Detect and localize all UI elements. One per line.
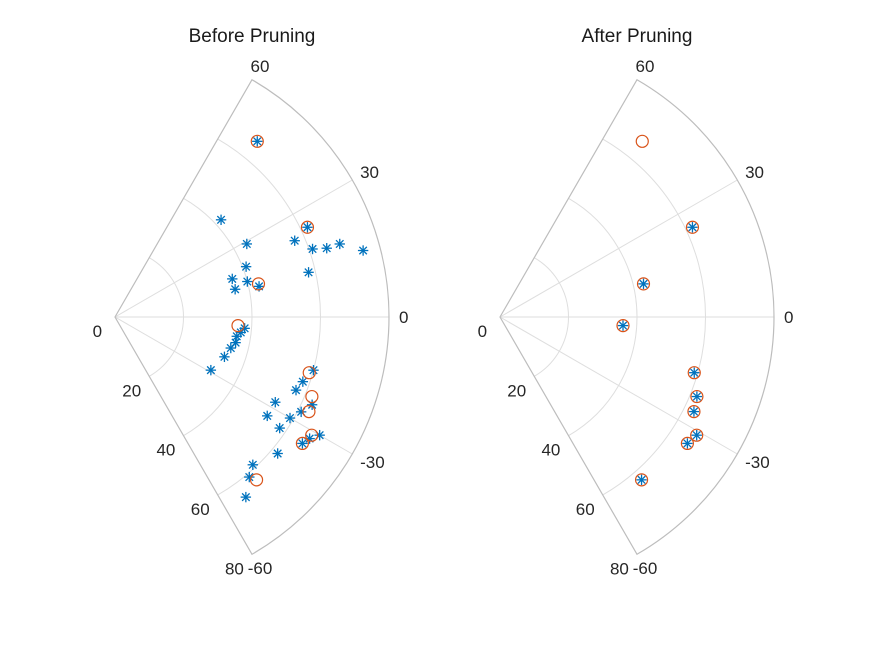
circle-marker: [616, 319, 630, 333]
theta-tick-label: -30: [360, 453, 385, 472]
circle-marker: [295, 436, 309, 451]
sector-frame: [499, 78, 775, 556]
r-tick-label: 0: [478, 322, 487, 341]
asterisk-marker: [297, 376, 309, 387]
asterisk-marker: [240, 491, 252, 503]
asterisk-marker: [289, 235, 300, 246]
asterisk-marker: [240, 261, 252, 272]
circle-marker: [300, 220, 315, 234]
circle-marker: [231, 319, 245, 333]
asterisk-marker: [687, 222, 698, 233]
r-tick-label: 60: [576, 500, 595, 519]
r-gridline: [533, 257, 569, 377]
asterisk-marker: [205, 364, 217, 376]
asterisk-marker: [225, 342, 236, 354]
circle-marker: [302, 404, 316, 419]
r-tick-label: 20: [507, 381, 526, 400]
r-tick-label: 0: [93, 322, 102, 341]
theta-tick-label: 60: [636, 57, 655, 76]
asterisk-marker: [290, 384, 302, 396]
circle-marker: [690, 428, 704, 442]
asterisk-marker: [302, 222, 313, 233]
asterisk-marker: [219, 351, 230, 363]
circle-marker: [635, 134, 649, 148]
asterisk-marker: [682, 438, 693, 449]
circle-marker: [634, 473, 649, 487]
asterisk-marker: [691, 429, 702, 441]
theta-tick-label: -60: [248, 559, 273, 578]
asterisk-marker: [215, 214, 227, 226]
theta-tick-label: -60: [633, 559, 658, 578]
circle-marker: [685, 220, 700, 234]
asterisk-marker: [638, 278, 649, 290]
theta-tick-label: 30: [360, 163, 379, 182]
circle-marker: [251, 277, 266, 291]
asterisk-marker: [308, 364, 319, 376]
r-tick-label: 80: [225, 559, 244, 578]
asterisk-marker: [231, 331, 242, 342]
r-tick-label: 80: [610, 559, 629, 578]
polar-plot-before-pruning: 60 30 0 -30 -60 0 20 40 60 80 Before Pruning: [93, 26, 409, 578]
asterisk-marker: [321, 243, 332, 254]
asterisk-marker: [252, 136, 263, 147]
asterisk-marker: [270, 397, 281, 408]
circle-marker: [687, 404, 701, 419]
asterisk-marker: [272, 448, 283, 459]
asterisk-marker: [244, 471, 255, 483]
r-gridline: [148, 257, 184, 377]
circle-marker: [636, 277, 651, 291]
circle-marker: [305, 428, 319, 442]
circle-marker: [302, 366, 316, 380]
asterisk-marker: [284, 412, 296, 424]
circle-marker: [250, 134, 264, 148]
asterisk-marker: [617, 320, 629, 331]
polar-plot-after-pruning: 60 30 0 -30 -60 0 20 40 60 80 After Pruning: [478, 26, 794, 578]
circle-marker: [249, 473, 264, 487]
asterisk-marker: [357, 245, 369, 256]
asterisk-marker: [303, 267, 314, 278]
circle-marker: [305, 389, 319, 404]
r-tick-label: 60: [191, 500, 210, 519]
asterisk-marker: [241, 238, 253, 250]
r-gridline: [217, 138, 321, 496]
theta-tick-label: 30: [745, 163, 764, 182]
circle-marker: [680, 436, 695, 451]
r-gridline: [602, 138, 706, 496]
asterisk-marker: [689, 367, 700, 378]
r-tick-label: 40: [156, 441, 175, 460]
theta-tick-label: -30: [745, 453, 770, 472]
r-tick-label: 40: [541, 441, 560, 460]
asterisk-marker: [227, 273, 238, 285]
asterisk-marker: [229, 284, 241, 295]
asterisk-marker: [636, 474, 647, 486]
sector-frame: [114, 78, 390, 556]
asterisk-marker: [247, 459, 259, 470]
asterisk-marker: [242, 276, 253, 287]
theta-tick-label: 0: [784, 308, 793, 327]
circle-marker: [690, 389, 704, 404]
asterisk-marker: [262, 410, 273, 422]
asterisk-marker: [334, 238, 345, 250]
r-tick-label: 20: [122, 381, 141, 400]
theta-tick-label: 60: [251, 57, 270, 76]
theta-tick-label: 0: [399, 308, 408, 327]
circle-marker: [687, 366, 701, 380]
asterisk-marker: [307, 243, 318, 255]
r-gridline: [568, 197, 638, 437]
asterisk-marker: [691, 391, 703, 402]
asterisk-marker: [688, 406, 700, 417]
plot-title: Before Pruning: [189, 26, 316, 47]
r-gridline: [183, 197, 253, 437]
asterisk-marker: [297, 438, 308, 449]
asterisk-marker: [274, 422, 285, 434]
plot-title: After Pruning: [582, 26, 693, 47]
